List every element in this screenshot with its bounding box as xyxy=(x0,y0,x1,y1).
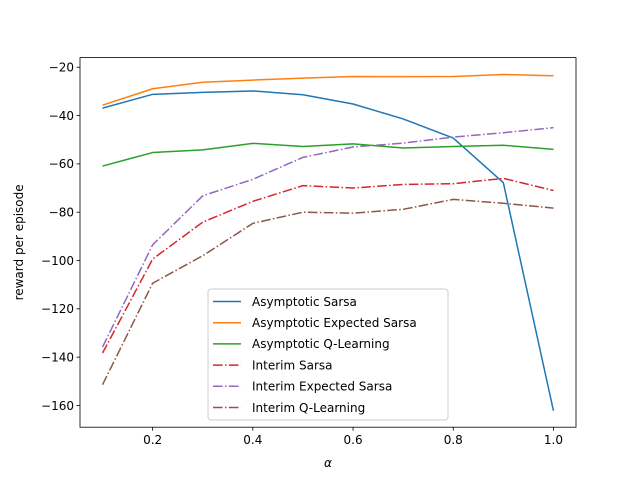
y-tick-label: −100 xyxy=(41,254,74,268)
x-tick-label: 1.0 xyxy=(544,433,563,447)
x-axis-label: α xyxy=(324,456,332,470)
y-tick-label: −120 xyxy=(41,302,74,316)
legend-box xyxy=(207,288,449,421)
series-lines xyxy=(101,73,555,411)
y-tick-label: −140 xyxy=(41,350,74,364)
x-tick-label: 0.4 xyxy=(243,433,262,447)
series-line-interim-expected-sarsa xyxy=(101,126,554,348)
x-tick-label: 0.2 xyxy=(143,433,162,447)
legend-label-asymptotic-q-learning: Asymptotic Q-Learning xyxy=(252,337,390,351)
y-tick-label: −80 xyxy=(49,206,74,220)
y-tick-label: −60 xyxy=(49,157,74,171)
series-line-asymptotic-q-learning xyxy=(102,142,554,167)
y-ticks: −20 −40 −60 −80 −100 −120 −140 −160 xyxy=(41,61,80,413)
legend: Asymptotic Sarsa Asymptotic Expected Sars… xyxy=(207,288,449,421)
legend-label-asymptotic-sarsa: Asymptotic Sarsa xyxy=(252,295,357,309)
y-tick-label: −20 xyxy=(49,61,74,75)
legend-label-interim-q-learning: Interim Q-Learning xyxy=(252,401,365,415)
x-tick-label: 0.8 xyxy=(444,433,463,447)
legend-label-asymptotic-expected-sarsa: Asymptotic Expected Sarsa xyxy=(252,316,417,330)
series-line-asymptotic-expected-sarsa xyxy=(102,73,554,106)
legend-label-interim-expected-sarsa: Interim Expected Sarsa xyxy=(252,380,392,394)
legend-label-interim-sarsa: Interim Sarsa xyxy=(252,358,333,372)
y-tick-label: −160 xyxy=(41,399,74,413)
x-ticks: 0.2 0.4 0.6 0.8 1.0 xyxy=(143,427,563,447)
series-line-interim-sarsa xyxy=(101,177,554,354)
legend-items: Asymptotic Sarsa Asymptotic Expected Sars… xyxy=(213,295,417,415)
x-tick-label: 0.6 xyxy=(344,433,363,447)
series-line-interim-q-learning xyxy=(101,198,554,386)
series-line-asymptotic-sarsa xyxy=(102,90,555,411)
y-tick-label: −40 xyxy=(49,109,74,123)
plot-frame xyxy=(79,57,577,428)
y-axis-label: reward per episode xyxy=(12,184,26,300)
